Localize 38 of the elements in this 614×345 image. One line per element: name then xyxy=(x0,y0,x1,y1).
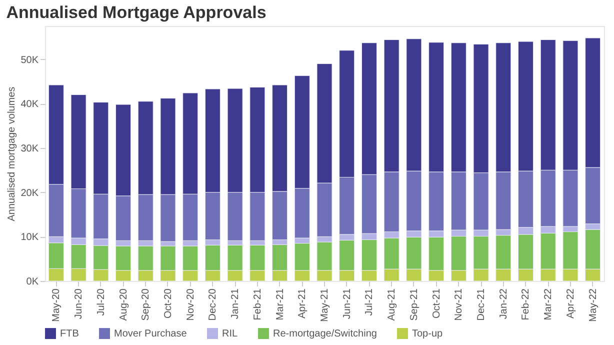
x-tick-label: Nov-20 xyxy=(185,288,196,321)
legend-label: FTB xyxy=(60,328,80,340)
x-tick-label: Jan-21 xyxy=(230,288,242,320)
legend-label: Top-up xyxy=(412,328,444,340)
y-tick-label: 10K xyxy=(20,232,39,244)
x-tick-label: Dec-21 xyxy=(476,288,488,321)
x-tick-label: Mar-22 xyxy=(543,288,554,320)
y-tick-label: 0K xyxy=(26,276,39,288)
y-tick-label: 40K xyxy=(20,99,39,110)
x-tick-label: Jun-21 xyxy=(342,288,353,320)
x-tick-label: May-21 xyxy=(320,288,330,322)
y-tick-label: 30K xyxy=(20,143,39,154)
x-tick-label: Jun-20 xyxy=(74,288,85,320)
legend-label: Mover Purchase xyxy=(114,328,188,340)
x-tick-label: Oct-21 xyxy=(431,288,442,319)
legend-label: Re-mortgage/Switching xyxy=(273,328,377,340)
x-tick-label: Jan-22 xyxy=(498,288,510,320)
x-tick-label: Jul-21 xyxy=(364,288,376,316)
x-tick-label: May-20 xyxy=(51,288,62,322)
y-tick-label: 50K xyxy=(20,54,39,66)
y-tick-label: 20K xyxy=(20,188,39,199)
x-tick-label: Feb-21 xyxy=(252,288,264,320)
chart-title: Annualised Mortgage Approvals xyxy=(6,3,266,22)
x-tick-label: Nov-21 xyxy=(454,288,465,321)
x-tick-label: Mar-21 xyxy=(274,288,286,320)
x-tick-label: Apr-22 xyxy=(565,288,576,319)
legend-label: RIL xyxy=(222,328,238,340)
x-tick-label: Oct-20 xyxy=(162,288,174,319)
x-tick-label: Feb-22 xyxy=(520,288,532,320)
y-axis-title: Annualised mortgage volumes xyxy=(6,86,18,222)
x-tick-label: Apr-21 xyxy=(297,288,308,319)
x-tick-label: Sep-20 xyxy=(140,288,152,321)
x-tick-label: Jul-20 xyxy=(96,288,107,316)
x-tick-label: Sep-21 xyxy=(408,288,420,321)
x-tick-label: Dec-20 xyxy=(208,288,219,321)
x-tick-label: Aug-21 xyxy=(386,288,398,321)
x-tick-label: May-22 xyxy=(588,288,599,322)
x-tick-label: Aug-20 xyxy=(118,288,130,321)
